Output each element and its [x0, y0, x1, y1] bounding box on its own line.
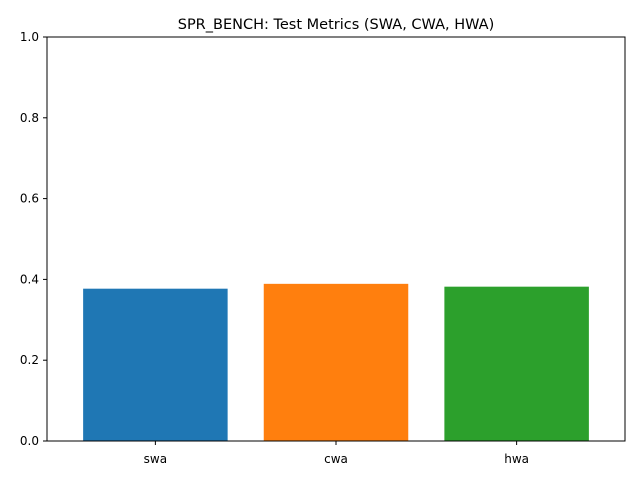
- x-axis: swa cwa hwa: [144, 441, 529, 466]
- bar-cwa: [263, 283, 409, 441]
- x-tick-label-swa: swa: [144, 452, 167, 466]
- y-tick-label: 0.8: [20, 111, 39, 125]
- y-tick-label: 1.0: [20, 30, 39, 44]
- chart-title: SPR_BENCH: Test Metrics (SWA, CWA, HWA): [178, 17, 495, 33]
- y-tick-label: 0.2: [20, 353, 39, 367]
- y-tick-label: 0.4: [20, 272, 39, 286]
- bar-hwa: [444, 286, 589, 441]
- y-tick-label: 0.6: [20, 192, 39, 206]
- x-tick-label-cwa: cwa: [324, 452, 348, 466]
- bar-swa: [83, 288, 228, 441]
- bars-group: [83, 283, 589, 441]
- y-tick-label: 0.0: [20, 434, 39, 448]
- plot-frame: [46, 36, 626, 442]
- y-axis: 0.0 0.2 0.4 0.6 0.8 1.0: [20, 30, 47, 448]
- x-tick-label-hwa: hwa: [504, 452, 529, 466]
